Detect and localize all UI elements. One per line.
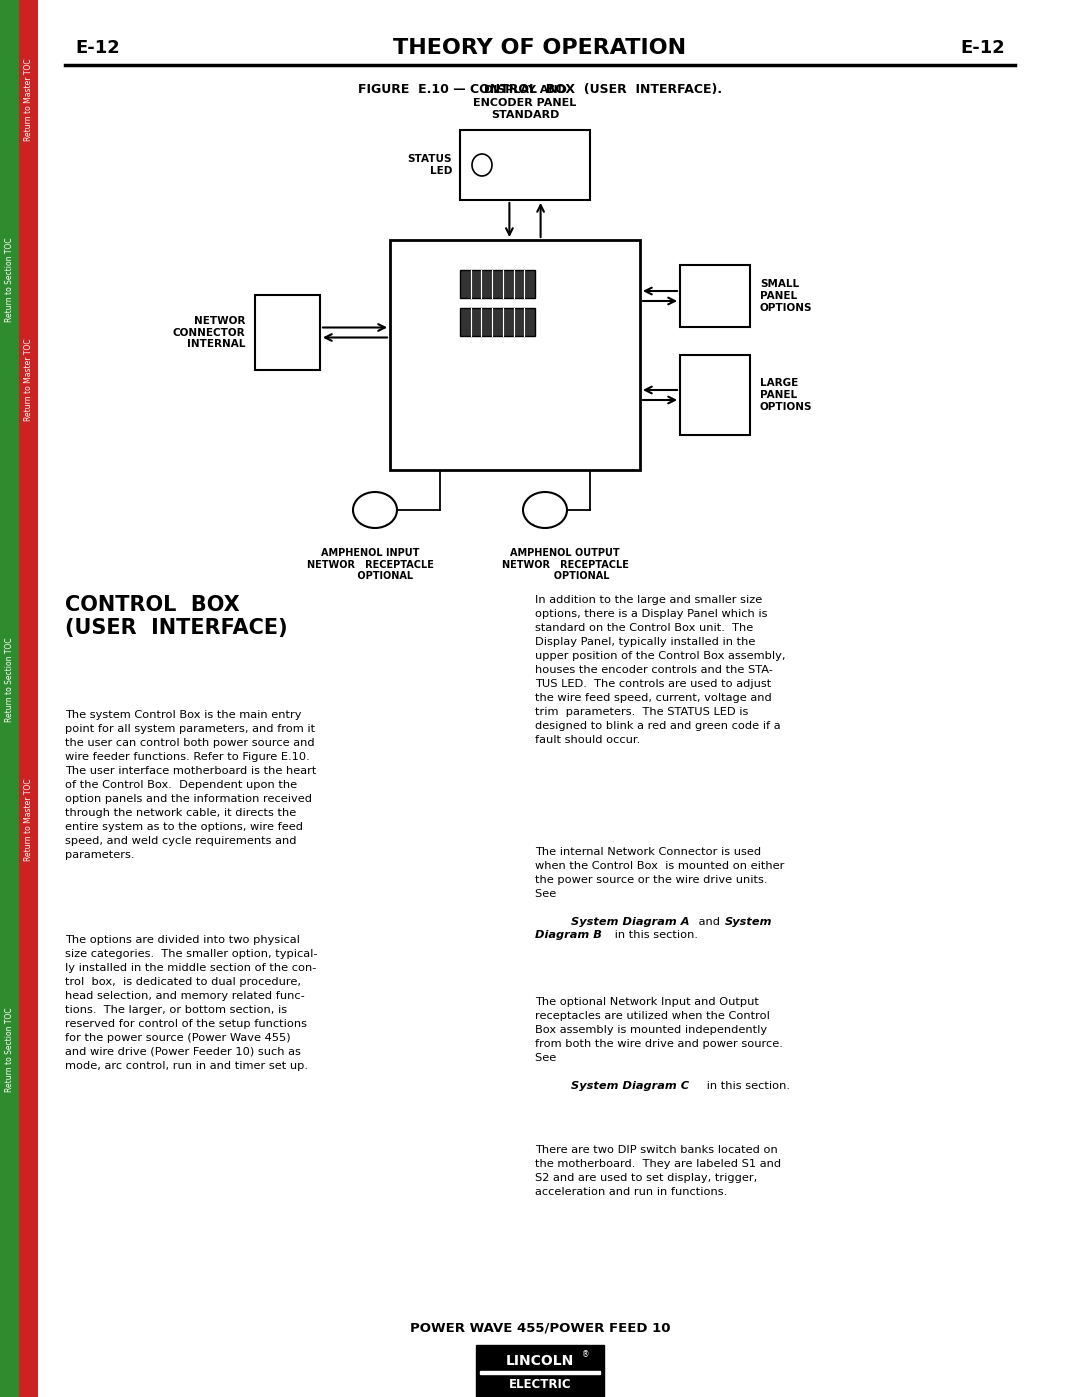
Bar (480, 1370, 600, 1375)
Ellipse shape (523, 492, 567, 528)
Text: SMALL
PANEL
OPTIONS: SMALL PANEL OPTIONS (760, 279, 812, 313)
Text: LARGE
PANEL
OPTIONS: LARGE PANEL OPTIONS (760, 379, 812, 412)
Text: NETWOR
CONNECTOR
INTERNAL: NETWOR CONNECTOR INTERNAL (173, 316, 245, 349)
Text: and: and (696, 916, 724, 928)
Text: System: System (725, 916, 772, 928)
Text: Return to Master TOC: Return to Master TOC (24, 778, 33, 862)
Text: E-12: E-12 (75, 39, 120, 57)
Text: in this section.: in this section. (611, 930, 698, 940)
Text: DISPLAY AND
ENCODER PANEL
STANDARD: DISPLAY AND ENCODER PANEL STANDARD (473, 85, 577, 120)
Text: Diagram B: Diagram B (535, 930, 602, 940)
Text: ELECTRIC: ELECTRIC (509, 1377, 571, 1390)
Bar (460, 307, 535, 337)
Text: In addition to the large and smaller size
options, there is a Display Panel whic: In addition to the large and smaller siz… (535, 595, 785, 745)
Bar (255, 295, 320, 370)
Text: ®: ® (582, 1350, 590, 1359)
Bar (680, 355, 750, 434)
Bar (476, 1345, 604, 1397)
Bar (680, 265, 750, 327)
Text: POWER WAVE 455/POWER FEED 10: POWER WAVE 455/POWER FEED 10 (409, 1322, 671, 1334)
Text: Return to Section TOC: Return to Section TOC (5, 1007, 14, 1092)
Text: There are two DIP switch banks located on
the motherboard.  They are labeled S1 : There are two DIP switch banks located o… (535, 1146, 781, 1197)
Text: THEORY OF OPERATION: THEORY OF OPERATION (393, 38, 687, 59)
Text: Return to Section TOC: Return to Section TOC (5, 637, 14, 722)
Text: System Diagram C: System Diagram C (571, 1081, 689, 1091)
Ellipse shape (472, 154, 492, 176)
Text: Return to Master TOC: Return to Master TOC (24, 338, 33, 422)
Text: AMPHENOL INPUT
NETWOR   RECEPTACLE
         OPTIONAL: AMPHENOL INPUT NETWOR RECEPTACLE OPTIONA… (307, 548, 433, 581)
Text: USER
INTERFACE
MOTHER
OARD: USER INTERFACE MOTHER OARD (481, 366, 549, 414)
Text: DIP
SWITCHES: DIP SWITCHES (467, 344, 528, 366)
Bar (460, 130, 590, 200)
Bar (390, 240, 640, 469)
Bar (19, 0, 38, 1397)
Ellipse shape (353, 492, 397, 528)
Text: Return to Master TOC: Return to Master TOC (24, 59, 33, 141)
Text: Return to Section TOC: Return to Section TOC (5, 237, 14, 323)
Bar (0, 0, 19, 1397)
Text: E-12: E-12 (960, 39, 1005, 57)
Text: System Diagram A: System Diagram A (571, 916, 689, 928)
Text: AMPHENOL OUTPUT
NETWOR   RECEPTACLE
          OPTIONAL: AMPHENOL OUTPUT NETWOR RECEPTACLE OPTION… (501, 548, 629, 581)
Bar (460, 270, 535, 298)
Text: in this section.: in this section. (703, 1081, 789, 1091)
Text: The internal Network Connector is used
when the Control Box  is mounted on eithe: The internal Network Connector is used w… (535, 847, 784, 900)
Text: STATUS
LED: STATUS LED (407, 154, 453, 176)
Text: The system Control Box is the main entry
point for all system parameters, and fr: The system Control Box is the main entry… (65, 710, 316, 861)
Text: CONTROL  BOX
(USER  INTERFACE): CONTROL BOX (USER INTERFACE) (65, 595, 287, 638)
Text: FIGURE  E.10 — CONTROL  BOX  (USER  INTERFACE).: FIGURE E.10 — CONTROL BOX (USER INTERFAC… (357, 84, 723, 96)
Text: The optional Network Input and Output
receptacles are utilized when the Control
: The optional Network Input and Output re… (535, 997, 783, 1063)
Text: The options are divided into two physical
size categories.  The smaller option, : The options are divided into two physica… (65, 935, 318, 1071)
Text: LINCOLN: LINCOLN (505, 1354, 575, 1368)
